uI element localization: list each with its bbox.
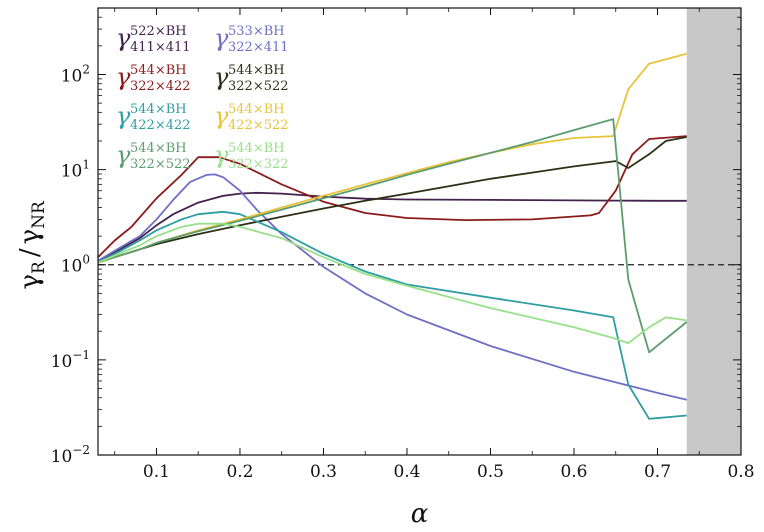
series-line-8: [97, 222, 687, 344]
y-axis-title-sub-r: R: [29, 260, 49, 274]
x-axis-title: α: [411, 499, 429, 529]
legend-gamma: γ: [116, 63, 131, 91]
legend-gamma: γ: [116, 141, 131, 169]
plot-frame: [97, 7, 742, 456]
y-tick-label: 101: [61, 158, 90, 182]
series-line-7: [97, 118, 688, 354]
legend-gamma: γ: [214, 24, 229, 52]
y-axis-title-gamma-2: γ: [15, 229, 45, 245]
y-tick-label: 100: [61, 253, 90, 277]
x-tick-label: 0.2: [226, 462, 253, 482]
legend-gamma: γ: [214, 63, 229, 91]
x-tick-label: 0.3: [310, 462, 337, 482]
legend-superscript: 533×BH: [228, 24, 285, 39]
series-line-2: [97, 173, 687, 401]
y-tick-label: 10−2: [51, 443, 90, 467]
y-axis-title-slash: /: [15, 248, 45, 257]
legend-superscript: 544×BH: [130, 63, 187, 78]
legend-gamma: γ: [214, 141, 229, 169]
legend-subscript: 322×422: [130, 79, 191, 94]
y-axis-title-sub-nr: NR: [29, 200, 49, 229]
legend-subscript: 411×411: [130, 40, 191, 55]
legend-subscript: 322×522: [228, 79, 289, 94]
legend-superscript: 544×BH: [228, 63, 285, 78]
legend-gamma: γ: [214, 102, 229, 130]
legend-subscript: 422×522: [228, 118, 289, 133]
y-axis-title: γR/γNR: [15, 200, 49, 290]
x-tick-label: 0.4: [393, 462, 420, 482]
legend-superscript: 544×BH: [228, 141, 285, 156]
legend-subscript: 322×322: [228, 157, 289, 172]
legend-superscript: 544×BH: [228, 102, 285, 117]
series-line-4: [97, 136, 687, 264]
axis-ticks: 0.1 0.2 0.3 0.4 0.5 0.6 0.7 0.8 10−2 10−1 100 101 10…: [51, 7, 755, 482]
legend-gamma: γ: [116, 102, 131, 130]
legend-gamma: γ: [116, 24, 131, 52]
excluded-region: [686, 8, 741, 455]
legend-subscript: 422×422: [130, 118, 191, 133]
series-line-5: [97, 210, 687, 420]
x-tick-label: 0.6: [560, 462, 587, 482]
series-line-3: [97, 135, 687, 258]
legend-superscript: 522×BH: [130, 24, 187, 39]
x-tick-label: 0.5: [477, 462, 504, 482]
legend-subscript: 322×522: [130, 157, 191, 172]
x-tick-label: 0.8: [727, 462, 754, 482]
legend-subscript: 322×411: [228, 40, 289, 55]
y-axis-title-gamma: γ: [15, 274, 45, 290]
legend-superscript: 544×BH: [130, 102, 187, 117]
series-layer: [97, 52, 688, 420]
plot-area: 0.1 0.2 0.3 0.4 0.5 0.6 0.7 0.8 10−2 10−1 100 101 10…: [51, 7, 755, 482]
x-tick-label: 0.1: [143, 462, 170, 482]
y-tick-label: 102: [61, 62, 90, 86]
legend-superscript: 544×BH: [130, 141, 187, 156]
x-tick-label: 0.7: [644, 462, 671, 482]
series-line-1: [97, 191, 687, 262]
y-tick-label: 10−1: [51, 348, 90, 372]
